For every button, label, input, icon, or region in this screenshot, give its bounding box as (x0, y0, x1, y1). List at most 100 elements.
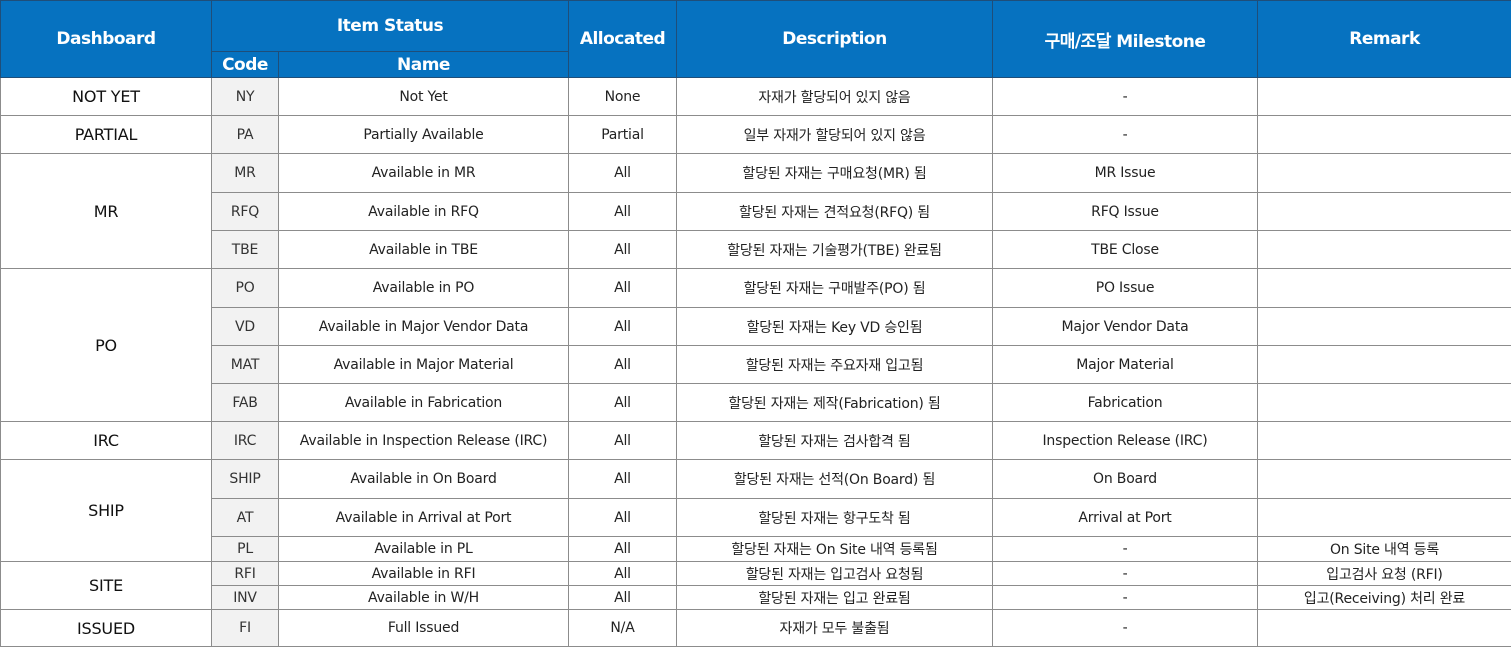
allocated-cell: All (568, 459, 677, 499)
code-cell: PA (211, 115, 279, 154)
allocated-cell: Partial (568, 115, 677, 154)
table-row: PARTIAL PA Partially Available Partial 일부 자재… (0, 115, 1511, 154)
milestone-cell: PO Issue (992, 268, 1258, 308)
description-cell: 할당된 자재는 구매발주(PO) 됨 (676, 268, 993, 308)
remark-cell (1257, 498, 1511, 537)
table-body: NOT YET NY Not Yet None 자재가 할당되어 있지 않음 - PARTI… (0, 77, 1511, 647)
table-row: AT Available in Arrival at Port All 할당된 자재는… (1, 498, 1511, 537)
code-cell: FI (211, 609, 279, 647)
header-item-status: Item Status (211, 0, 569, 52)
dashboard-cell: ISSUED (0, 609, 212, 647)
allocated-cell: All (568, 153, 677, 193)
allocated-cell: N/A (568, 609, 677, 647)
remark-cell (1257, 459, 1511, 499)
milestone-cell: On Board (992, 459, 1258, 499)
description-cell: 할당된 자재는 항구도착 됨 (676, 498, 993, 537)
description-cell: 할당된 자재는 견적요청(RFQ) 됨 (676, 192, 993, 231)
remark-cell (1257, 230, 1511, 269)
table-row: INV Available in W/H All 할당된 자재는 입고 완료됨 - 입고(… (1, 585, 1511, 610)
code-cell: INV (211, 585, 279, 610)
table-row: SHIP SHIP Available in On Board All 할당된 자재는 … (0, 459, 1511, 562)
remark-cell (1257, 383, 1511, 422)
code-cell: FAB (211, 383, 279, 422)
code-cell: VD (211, 307, 279, 346)
allocated-cell: None (568, 77, 677, 116)
allocated-cell: All (568, 383, 677, 422)
table-row: ISSUED FI Full Issued N/A 자재가 모두 불출됨 - (0, 609, 1511, 647)
code-cell: RFQ (211, 192, 279, 231)
description-cell: 일부 자재가 할당되어 있지 않음 (676, 115, 993, 154)
code-cell: PO (211, 268, 279, 308)
allocated-cell: All (568, 268, 677, 308)
description-cell: 할당된 자재는 기술평가(TBE) 완료됨 (676, 230, 993, 269)
description-cell: 자재가 모두 불출됨 (676, 609, 993, 647)
name-cell: Available in Arrival at Port (278, 498, 569, 537)
allocated-cell: All (568, 192, 677, 231)
remark-cell (1257, 609, 1511, 647)
milestone-cell: - (992, 585, 1258, 610)
table-row: IRC IRC Available in Inspection Release (I… (0, 421, 1511, 460)
milestone-cell: MR Issue (992, 153, 1258, 193)
name-cell: Available in MR (278, 153, 569, 193)
description-cell: 할당된 자재는 On Site 내역 등록됨 (676, 536, 993, 562)
remark-cell (1257, 421, 1511, 460)
description-cell: 할당된 자재는 선적(On Board) 됨 (676, 459, 993, 499)
milestone-cell: RFQ Issue (992, 192, 1258, 231)
header-description: Description (676, 0, 993, 78)
dashboard-cell: PO (0, 268, 212, 422)
milestone-cell: Arrival at Port (992, 498, 1258, 537)
description-cell: 할당된 자재는 검사합격 됨 (676, 421, 993, 460)
code-cell: NY (211, 77, 279, 116)
name-cell: Available in PO (278, 268, 569, 308)
name-cell: Available in PL (278, 536, 569, 562)
dashboard-cell: SHIP (0, 459, 212, 562)
milestone-cell: Major Material (992, 345, 1258, 384)
description-cell: 할당된 자재는 제작(Fabrication) 됨 (676, 383, 993, 422)
description-cell: 할당된 자재는 입고검사 요청됨 (676, 561, 993, 586)
code-cell: AT (211, 498, 279, 537)
dashboard-cell: SITE (0, 561, 212, 610)
milestone-cell: - (992, 609, 1258, 647)
milestone-cell: - (992, 115, 1258, 154)
remark-cell (1257, 153, 1511, 193)
name-cell: Available in W/H (278, 585, 569, 610)
remark-cell (1257, 345, 1511, 384)
code-cell: MR (211, 153, 279, 193)
allocated-cell: All (568, 230, 677, 269)
allocated-cell: All (568, 498, 677, 537)
header-name: Name (278, 51, 569, 78)
allocated-cell: All (568, 307, 677, 346)
name-cell: Not Yet (278, 77, 569, 116)
table-row: NOT YET NY Not Yet None 자재가 할당되어 있지 않음 - (0, 77, 1511, 116)
name-cell: Available in Fabrication (278, 383, 569, 422)
allocated-cell: All (568, 585, 677, 610)
description-cell: 할당된 자재는 입고 완료됨 (676, 585, 993, 610)
table-row: PL Available in PL All 할당된 자재는 On Site 내역 등… (1, 536, 1511, 562)
table-row: MR MR Available in MR All 할당된 자재는 구매요청(MR) 됨… (0, 153, 1511, 269)
name-cell: Available in On Board (278, 459, 569, 499)
description-cell: 할당된 자재는 Key VD 승인됨 (676, 307, 993, 346)
table-row: FAB Available in Fabrication All 할당된 자재는 제작… (1, 383, 1511, 422)
allocated-cell: All (568, 561, 677, 586)
dashboard-cell: MR (0, 153, 212, 269)
code-cell: MAT (211, 345, 279, 384)
dashboard-cell: PARTIAL (0, 115, 212, 154)
dashboard-cell: NOT YET (0, 77, 212, 116)
name-cell: Available in RFQ (278, 192, 569, 231)
allocated-cell: All (568, 421, 677, 460)
dashboard-cell: IRC (0, 421, 212, 460)
table-row: TBE Available in TBE All 할당된 자재는 기술평가(TBE) … (1, 230, 1511, 269)
table-row: RFQ Available in RFQ All 할당된 자재는 견적요청(RFQ) … (1, 192, 1511, 231)
milestone-cell: - (992, 536, 1258, 562)
remark-cell (1257, 307, 1511, 346)
code-cell: IRC (211, 421, 279, 460)
remark-cell (1257, 115, 1511, 154)
description-cell: 자재가 할당되어 있지 않음 (676, 77, 993, 116)
header-milestone: 구매/조달 Milestone (992, 0, 1258, 78)
allocated-cell: All (568, 536, 677, 562)
table-row: VD Available in Major Vendor Data All 할당된 자… (1, 307, 1511, 346)
description-cell: 할당된 자재는 구매요청(MR) 됨 (676, 153, 993, 193)
milestone-cell: Fabrication (992, 383, 1258, 422)
milestone-cell: - (992, 77, 1258, 116)
